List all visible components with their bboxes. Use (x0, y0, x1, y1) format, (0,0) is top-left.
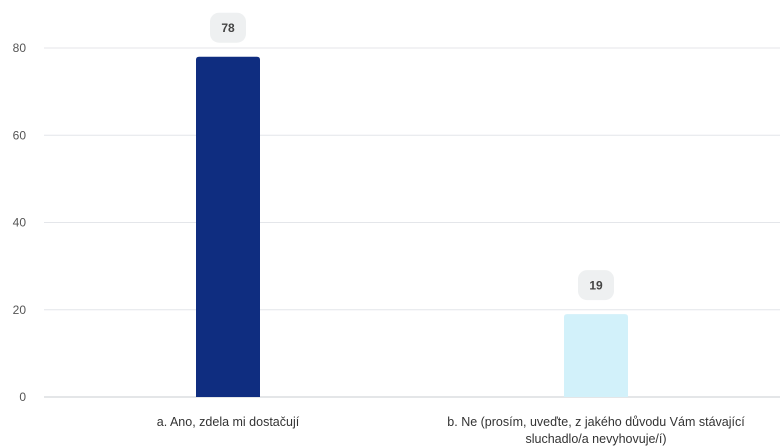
bar-2 (564, 314, 628, 397)
data-label-text-2: 19 (589, 279, 603, 293)
data-labels: 78 19 (210, 12, 614, 301)
gridlines (44, 47, 780, 311)
y-tick-label-20: 20 (13, 303, 27, 317)
category-label-1-line-1: a. Ano, zdela mi dostačují (157, 415, 300, 429)
bar-1 (196, 56, 260, 397)
data-label-1: 78 (210, 12, 246, 43)
y-axis-tick-labels: 0 20 40 60 80 (13, 41, 27, 404)
data-label-badge-1 (210, 12, 246, 43)
bars (196, 56, 628, 397)
y-tick-label-80: 80 (13, 41, 27, 55)
y-tick-label-40: 40 (13, 216, 27, 230)
category-labels: a. Ano, zdela mi dostačují b. Ne (prosím,… (157, 415, 745, 446)
y-tick-label-0: 0 (19, 390, 26, 404)
category-label-2-line-2: sluchadlo/a nevyhovuje/í) (525, 432, 666, 446)
data-label-2: 19 (578, 270, 614, 301)
category-label-2-line-1: b. Ne (prosím, uveďte, z jakého důvodu V… (447, 415, 745, 429)
data-label-text-1: 78 (221, 21, 235, 35)
data-label-badge-2 (578, 270, 614, 301)
y-tick-label-60: 60 (13, 128, 27, 142)
